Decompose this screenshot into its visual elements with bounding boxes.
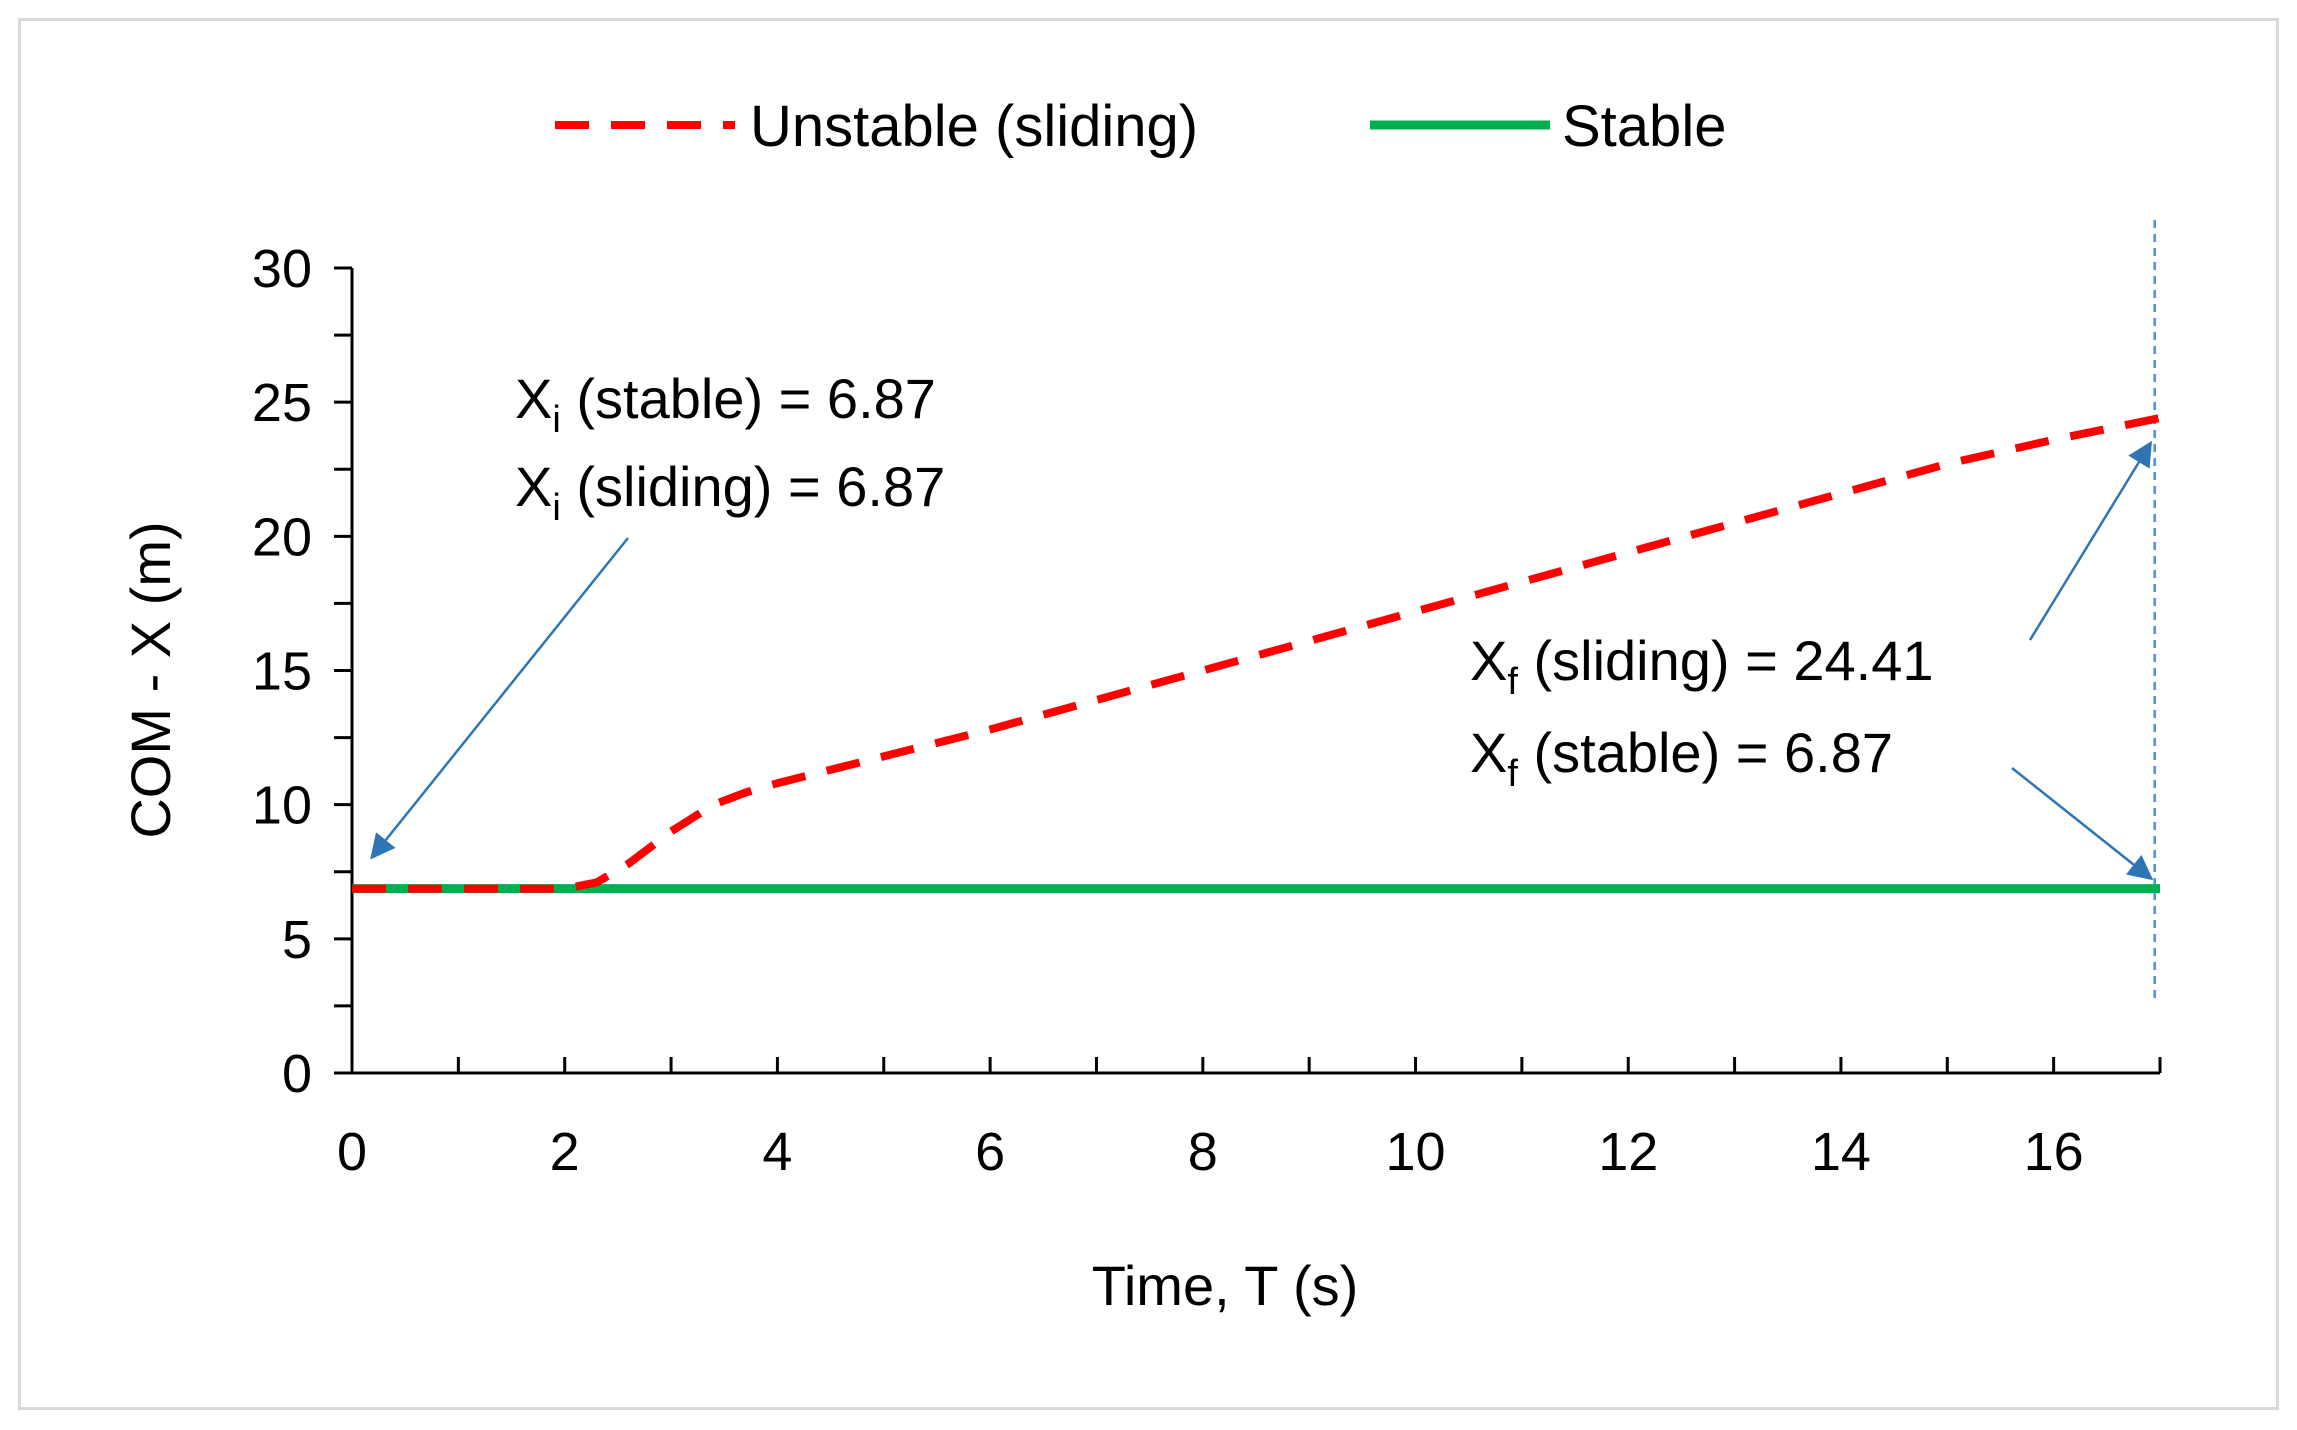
y-tick-label: 30 [252,239,312,299]
annotation-arrow-final-stable [2011,767,2154,881]
y-tick-label: 25 [252,373,312,433]
x-tick-label: 16 [2024,1122,2084,1182]
x-axis-title: Time, T (s) [1092,1254,1359,1317]
y-tick-label: 15 [252,642,312,702]
annotation-final: Xf (sliding) = 24.41 Xf (stable) = 6.87 [1470,629,1934,795]
annotation-initial-line-1: Xi (stable) = 6.87 [515,367,936,441]
annotation-arrow-initial [370,537,629,860]
x-tick-label: 10 [1385,1122,1445,1182]
annotation-initial: Xi (stable) = 6.87 Xi (sliding) = 6.87 [515,367,945,529]
annotation-initial-line-2: Xi (sliding) = 6.87 [515,455,945,529]
annotation-final-line-2: Xf (stable) = 6.87 [1470,721,1893,795]
x-tick-label: 6 [975,1122,1005,1182]
annotation-arrow-final-sliding [2028,440,2152,641]
x-tick-label: 0 [337,1122,367,1182]
legend-label-stable: Stable [1562,94,1726,159]
x-tick-label: 2 [550,1122,580,1182]
y-axis-title: COM - X (m) [119,521,182,838]
legend: Unstable (sliding) Stable [555,94,1726,159]
y-tick-label: 10 [252,776,312,836]
x-tick-label: 8 [1188,1122,1218,1182]
y-tick-labels: 0 5 10 15 20 25 30 [252,239,312,1104]
x-tick-labels: 0 2 4 6 8 10 12 14 16 [337,1122,2084,1182]
axes [334,266,2162,1075]
chart-frame [18,18,2279,1410]
legend-label-unstable: Unstable (sliding) [750,94,1198,159]
x-tick-label: 14 [1811,1122,1871,1182]
y-tick-label: 20 [252,507,312,567]
x-tick-label: 4 [762,1122,792,1182]
annotation-final-line-1: Xf (sliding) = 24.41 [1470,629,1934,703]
y-tick-label: 5 [282,910,312,970]
y-tick-label: 0 [282,1044,312,1104]
x-tick-label: 12 [1598,1122,1658,1182]
